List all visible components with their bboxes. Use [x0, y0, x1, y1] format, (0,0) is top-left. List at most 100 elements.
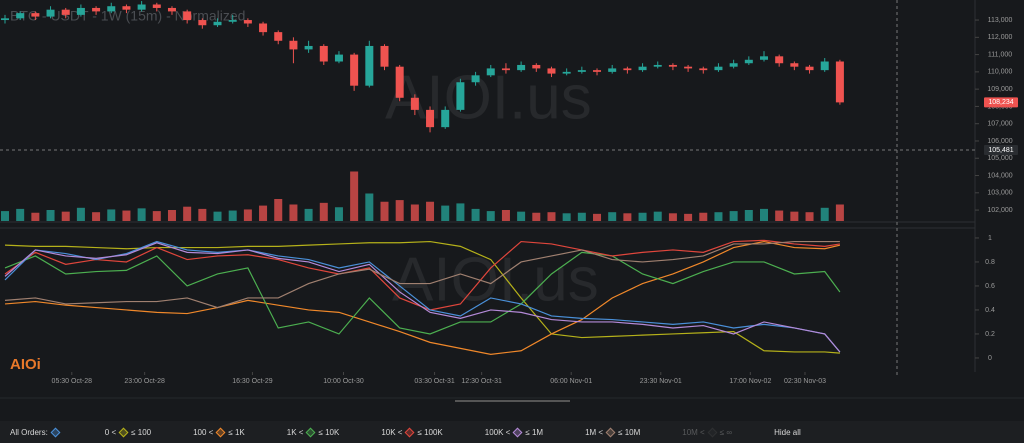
- x-tick-label: 12:30 Oct-31: [461, 378, 502, 385]
- candle-body: [274, 32, 283, 41]
- volume-bar: [623, 213, 632, 221]
- volume-bar: [334, 207, 343, 221]
- candle-body: [426, 109, 435, 128]
- volume-bar: [1, 211, 9, 221]
- legend-item[interactable]: 10M < ≤ ∞: [682, 427, 732, 437]
- candle-body: [92, 7, 101, 12]
- volume-bar: [198, 208, 207, 221]
- candle-body: [167, 7, 176, 12]
- legend-label: 100K <: [484, 427, 511, 437]
- legend-label: 1K <: [286, 427, 304, 437]
- volume-bar: [501, 210, 510, 221]
- volume-bar: [213, 211, 222, 221]
- candle-body: [259, 23, 268, 33]
- volume-bar: [593, 213, 602, 221]
- candle-body: [152, 4, 161, 8]
- legend-item[interactable]: 10K < ≤ 100K: [381, 427, 443, 437]
- candle-body: [319, 45, 328, 62]
- candle-body: [334, 54, 343, 62]
- volume-bar: [152, 211, 161, 221]
- candle-body: [790, 63, 799, 67]
- y-tick-label: 104,000: [987, 172, 1012, 179]
- x-tick-label: 06:00 Nov-01: [550, 378, 592, 385]
- candle-body: [122, 6, 131, 10]
- legend-item[interactable]: All Orders:: [10, 427, 63, 437]
- volume-bar: [395, 200, 404, 221]
- x-tick-label: 10:00 Oct-30: [323, 378, 364, 385]
- volume-bar: [107, 209, 116, 221]
- y-tick-label: 0.4: [985, 307, 995, 314]
- candle-body: [16, 13, 25, 19]
- series-line: [4, 240, 840, 309]
- volume-bar: [714, 212, 723, 221]
- candle-body: [775, 56, 784, 64]
- candle-body: [593, 70, 602, 72]
- volume-bar: [729, 211, 738, 221]
- candle-body: [729, 63, 738, 67]
- legend-item[interactable]: 100K < ≤ 1M: [484, 427, 543, 437]
- legend-icon: [512, 427, 523, 437]
- volume-bar: [820, 207, 829, 221]
- candle-body: [699, 68, 708, 71]
- candle-body: [653, 64, 662, 67]
- legend-item[interactable]: 1K < ≤ 10K: [286, 427, 339, 437]
- legend-item[interactable]: 0 < ≤ 100: [105, 427, 151, 437]
- hide-all-button[interactable]: Hide all: [774, 427, 801, 437]
- x-tick-label: 23:00 Oct-28: [124, 378, 165, 385]
- volume-bar: [668, 213, 677, 221]
- volume-bar: [122, 210, 131, 221]
- y-tick-label: 103,000: [987, 190, 1012, 197]
- candle-body: [137, 4, 146, 10]
- candle-body: [577, 70, 586, 72]
- y-tick-label: 107,000: [987, 121, 1012, 128]
- volume-bar: [228, 210, 237, 221]
- candle-body: [183, 11, 192, 21]
- legend-icon: [605, 427, 616, 437]
- series-line: [4, 240, 840, 354]
- volume-bar: [243, 209, 252, 221]
- candle-body: [638, 66, 647, 71]
- volume-bar: [699, 212, 708, 221]
- volume-bar: [274, 199, 283, 221]
- legend-label: 10M <: [682, 427, 705, 437]
- volume-bar: [638, 212, 647, 221]
- volume-bar: [304, 208, 313, 221]
- legend-label: All Orders:: [10, 427, 48, 437]
- candle-body: [46, 9, 55, 17]
- x-tick-label: 03:30 Oct-31: [414, 378, 455, 385]
- volume-bar: [259, 205, 268, 221]
- volume-bar: [517, 211, 526, 221]
- series-line: [4, 242, 841, 353]
- volume-bar: [441, 205, 450, 221]
- volume-bar: [380, 201, 389, 221]
- candle-body: [608, 68, 617, 72]
- volume-bar: [61, 211, 70, 221]
- legend-label: ≤ 1K: [228, 427, 245, 437]
- legend-item[interactable]: 100 < ≤ 1K: [193, 427, 245, 437]
- legend-icon: [50, 427, 61, 437]
- volume-bar: [775, 210, 784, 221]
- legend-label: ≤ 100K: [417, 427, 443, 437]
- candle-body: [805, 66, 814, 71]
- candle-body: [350, 54, 359, 86]
- x-tick-label: 17:00 Nov-02: [729, 378, 771, 385]
- volume-bar: [167, 210, 176, 221]
- candle-body: [76, 7, 85, 15]
- legend-item[interactable]: 1M < ≤ 10M: [585, 427, 640, 437]
- legend-icon: [118, 427, 129, 437]
- price-marker: [984, 97, 1018, 108]
- y-tick-label: 113,000: [988, 17, 1013, 24]
- series-line: [4, 240, 841, 355]
- volume-bar: [759, 208, 768, 221]
- volume-bar: [744, 210, 753, 221]
- volume-bar: [608, 212, 617, 221]
- volume-bar: [486, 211, 495, 221]
- candle-body: [31, 13, 40, 17]
- volume-bar: [653, 211, 662, 221]
- candle-body: [365, 45, 374, 86]
- legend-icon: [306, 427, 316, 437]
- candle-body: [486, 68, 495, 76]
- candle-body: [835, 61, 844, 103]
- candle-body: [198, 20, 207, 26]
